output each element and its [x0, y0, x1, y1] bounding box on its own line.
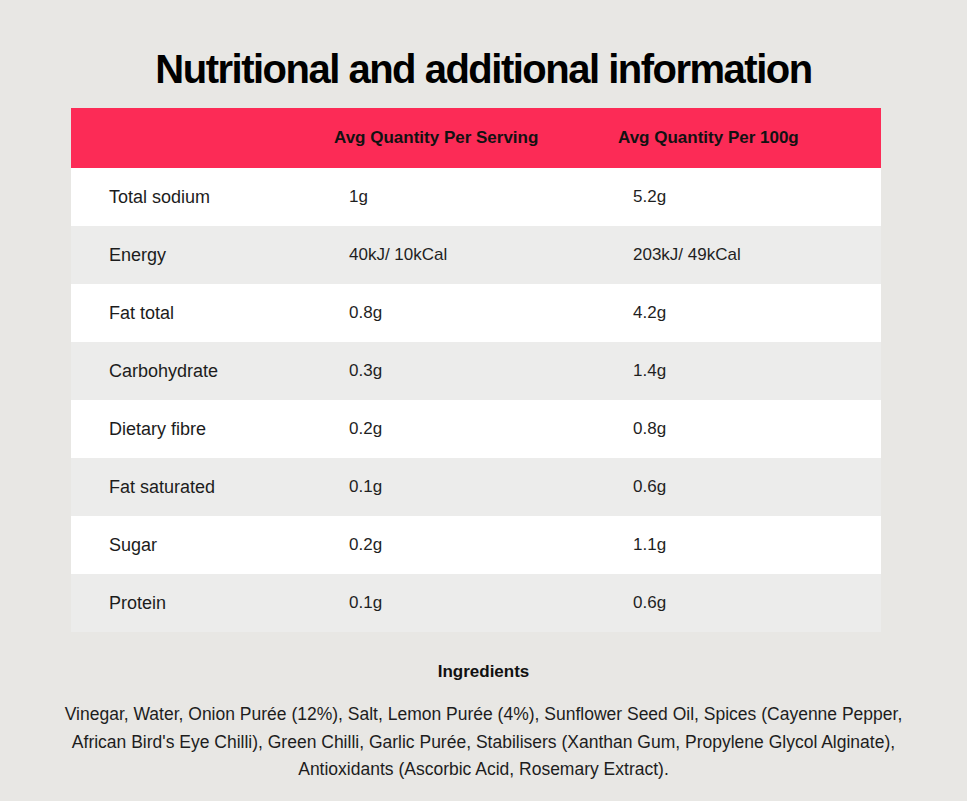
row-label: Fat saturated: [71, 477, 334, 498]
row-value-per-100g: 1.4g: [618, 361, 881, 381]
page-title: Nutritional and additional information: [0, 47, 967, 92]
row-value-per-serving: 1g: [334, 187, 618, 207]
row-value-per-100g: 5.2g: [618, 187, 881, 207]
row-value-per-serving: 0.1g: [334, 593, 618, 613]
table-row-protein: Protein 0.1g 0.6g: [71, 574, 881, 632]
ingredients-line: Antioxidants (Ascorbic Acid, Rosemary Ex…: [44, 756, 924, 784]
row-value-per-serving: 0.2g: [334, 419, 618, 439]
table-row-fat-saturated: Fat saturated 0.1g 0.6g: [71, 458, 881, 516]
table-row-dietary-fibre: Dietary fibre 0.2g 0.8g: [71, 400, 881, 458]
table-row-energy: Energy 40kJ/ 10kCal 203kJ/ 49kCal: [71, 226, 881, 284]
row-label: Dietary fibre: [71, 419, 334, 440]
header-cell-per-100g: Avg Quantity Per 100g: [618, 128, 881, 148]
row-value-per-100g: 203kJ/ 49kCal: [618, 245, 881, 265]
row-value-per-100g: 4.2g: [618, 303, 881, 323]
row-value-per-serving: 0.3g: [334, 361, 618, 381]
row-value-per-serving: 0.1g: [334, 477, 618, 497]
table-row-carbohydrate: Carbohydrate 0.3g 1.4g: [71, 342, 881, 400]
ingredients-line: African Bird's Eye Chilli), Green Chilli…: [44, 729, 924, 757]
table-row-fat-total: Fat total 0.8g 4.2g: [71, 284, 881, 342]
ingredients-line: Vinegar, Water, Onion Purée (12%), Salt,…: [44, 701, 924, 729]
row-value-per-100g: 0.6g: [618, 477, 881, 497]
table-row-sugar: Sugar 0.2g 1.1g: [71, 516, 881, 574]
row-label: Total sodium: [71, 187, 334, 208]
header-cell-per-serving: Avg Quantity Per Serving: [334, 128, 618, 148]
row-label: Carbohydrate: [71, 361, 334, 382]
nutrition-table-header-row: Avg Quantity Per Serving Avg Quantity Pe…: [71, 108, 881, 168]
row-value-per-100g: 0.6g: [618, 593, 881, 613]
row-value-per-serving: 40kJ/ 10kCal: [334, 245, 618, 265]
row-label: Protein: [71, 593, 334, 614]
row-value-per-serving: 0.2g: [334, 535, 618, 555]
row-label: Fat total: [71, 303, 334, 324]
row-value-per-100g: 0.8g: [618, 419, 881, 439]
table-row-total-sodium: Total sodium 1g 5.2g: [71, 168, 881, 226]
row-label: Sugar: [71, 535, 334, 556]
ingredients-heading: Ingredients: [0, 662, 967, 682]
row-value-per-serving: 0.8g: [334, 303, 618, 323]
row-label: Energy: [71, 245, 334, 266]
row-value-per-100g: 1.1g: [618, 535, 881, 555]
nutrition-info-section: Nutritional and additional information A…: [0, 0, 967, 801]
ingredients-text: Vinegar, Water, Onion Purée (12%), Salt,…: [44, 701, 924, 784]
nutrition-table: Avg Quantity Per Serving Avg Quantity Pe…: [71, 108, 881, 632]
